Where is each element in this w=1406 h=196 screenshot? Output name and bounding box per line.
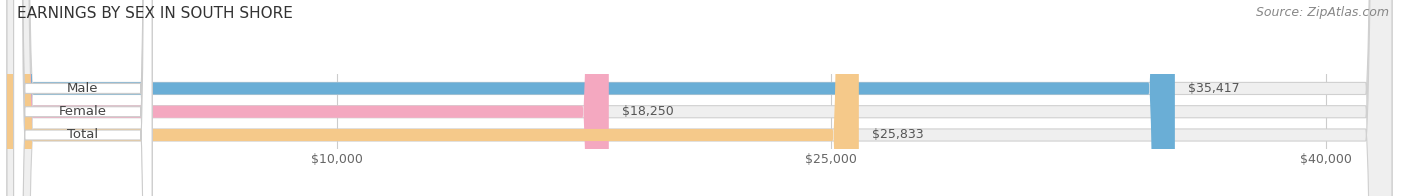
FancyBboxPatch shape: [14, 0, 152, 196]
FancyBboxPatch shape: [7, 0, 1392, 196]
Text: Female: Female: [59, 105, 107, 118]
FancyBboxPatch shape: [7, 0, 1175, 196]
FancyBboxPatch shape: [7, 0, 609, 196]
Text: $18,250: $18,250: [621, 105, 673, 118]
FancyBboxPatch shape: [7, 0, 859, 196]
Text: $35,417: $35,417: [1188, 82, 1240, 95]
FancyBboxPatch shape: [7, 0, 1392, 196]
Text: EARNINGS BY SEX IN SOUTH SHORE: EARNINGS BY SEX IN SOUTH SHORE: [17, 6, 292, 21]
Text: Total: Total: [67, 129, 98, 142]
Text: Source: ZipAtlas.com: Source: ZipAtlas.com: [1256, 6, 1389, 19]
Text: $25,833: $25,833: [872, 129, 924, 142]
FancyBboxPatch shape: [14, 0, 152, 196]
Text: Male: Male: [67, 82, 98, 95]
FancyBboxPatch shape: [7, 0, 1392, 196]
FancyBboxPatch shape: [14, 0, 152, 196]
